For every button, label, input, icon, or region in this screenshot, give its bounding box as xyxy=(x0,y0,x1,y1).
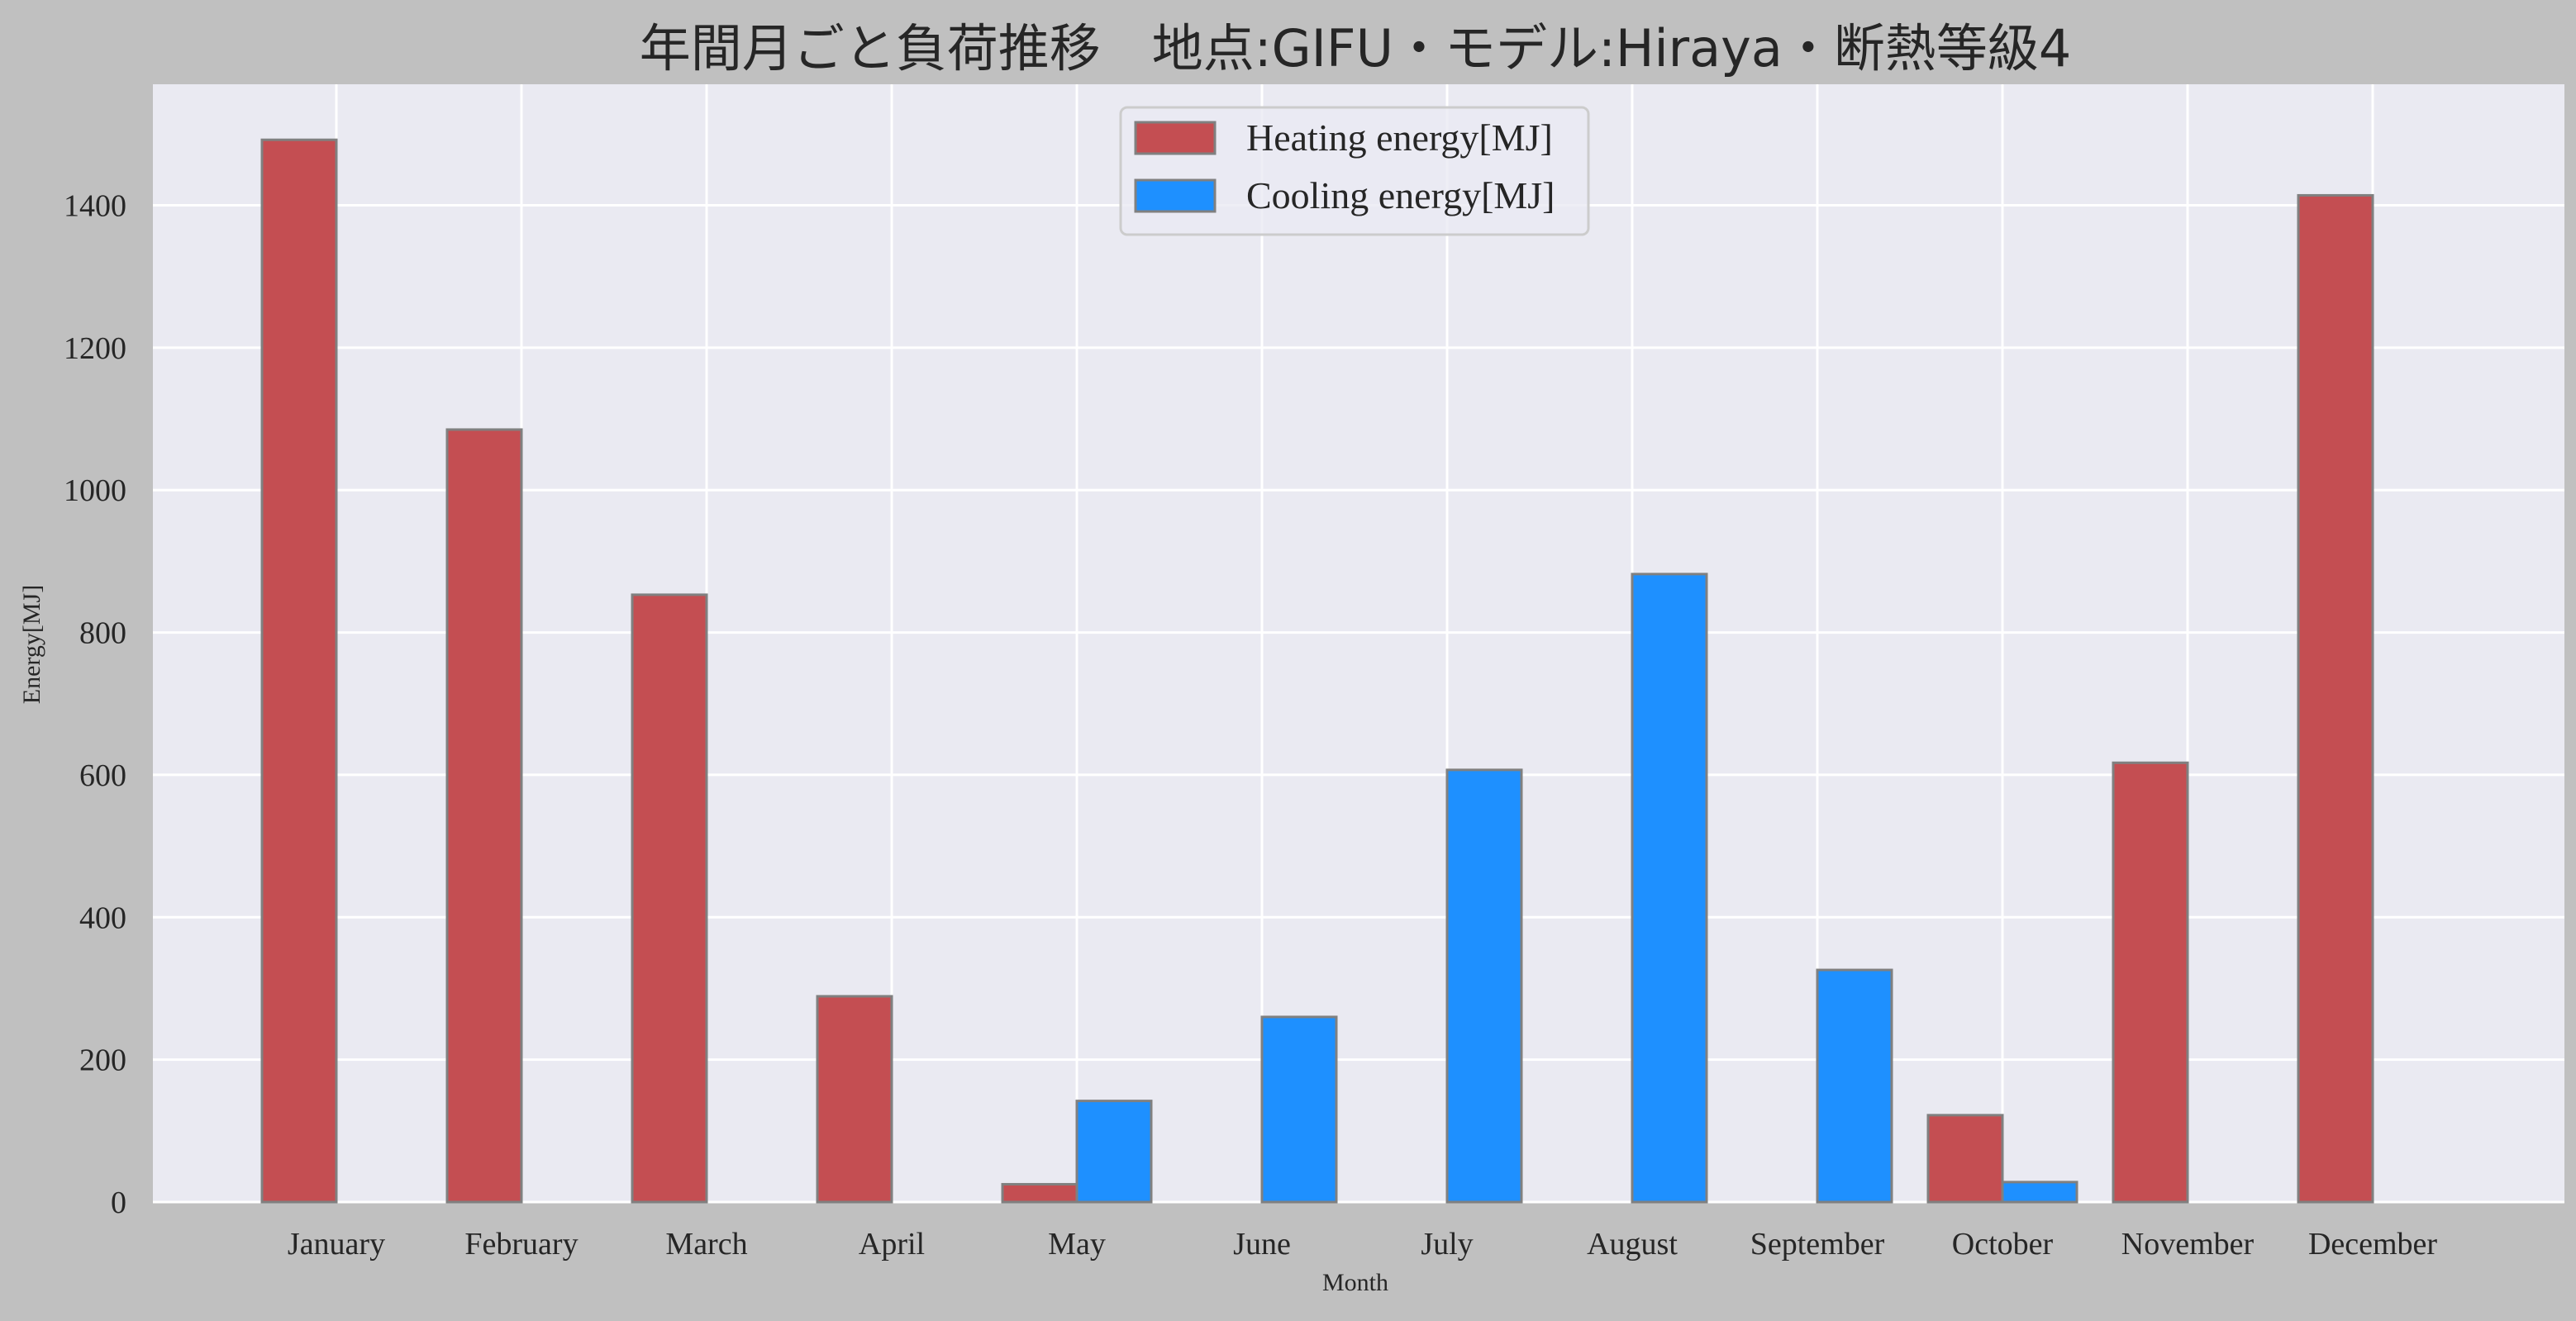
legend-swatch xyxy=(1134,121,1217,155)
cooling-bar-june xyxy=(1260,1015,1338,1204)
x-tick-label: September xyxy=(1750,1227,1885,1262)
heating-bar-february xyxy=(445,428,523,1204)
y-tick-label: 200 xyxy=(79,1043,126,1078)
y-tick-label: 400 xyxy=(79,900,126,935)
x-axis-label: Month xyxy=(1322,1269,1388,1296)
y-tick-label: 800 xyxy=(79,616,126,651)
x-tick-label: October xyxy=(1952,1227,2054,1262)
heating-bar-december xyxy=(2297,193,2374,1204)
x-tick-label: January xyxy=(288,1227,385,1262)
heating-bar-november xyxy=(2112,761,2189,1204)
bars xyxy=(260,138,2374,1204)
x-axis-ticks: January February March April May June July Augu… xyxy=(288,1227,2437,1262)
heating-bar-may xyxy=(1001,1182,1078,1204)
x-tick-label: June xyxy=(1233,1227,1291,1262)
y-tick-label: 1200 xyxy=(64,331,126,366)
x-tick-label: April xyxy=(859,1227,925,1262)
x-tick-label: March xyxy=(665,1227,747,1262)
y-tick-label: 0 xyxy=(111,1186,126,1220)
legend: Heating energy[MJ] Cooling energy[MJ] xyxy=(1119,106,1590,236)
cooling-bar-july xyxy=(1445,768,1523,1204)
x-tick-label: July xyxy=(1421,1227,1473,1262)
x-tick-label: August xyxy=(1587,1227,1678,1262)
heating-bar-april xyxy=(816,995,893,1204)
x-tick-label: November xyxy=(2121,1227,2255,1262)
heating-bar-october xyxy=(1926,1114,2004,1204)
y-axis-ticks: 0 200 400 600 800 1000 1200 1400 xyxy=(64,189,126,1220)
legend-swatch xyxy=(1134,178,1217,213)
heating-bar-january xyxy=(260,138,338,1204)
y-axis-label: Energy[MJ] xyxy=(18,585,45,704)
cooling-bar-october xyxy=(2001,1181,2078,1204)
x-tick-label: May xyxy=(1048,1227,1106,1262)
legend-label: Heating energy[MJ] xyxy=(1246,116,1553,159)
heating-bar-march xyxy=(631,593,708,1204)
legend-label: Cooling energy[MJ] xyxy=(1246,174,1555,216)
legend-frame xyxy=(1119,106,1590,236)
x-tick-label: December xyxy=(2308,1227,2437,1262)
chart-title: 年間月ごと負荷推移 地点:GIFU・モデル:Hiraya・断熱等級4 xyxy=(640,18,2072,78)
y-tick-label: 1000 xyxy=(64,473,126,508)
y-tick-label: 600 xyxy=(79,758,126,793)
cooling-bar-september xyxy=(1816,968,1893,1204)
x-tick-label: February xyxy=(464,1227,578,1262)
cooling-bar-may xyxy=(1075,1100,1153,1204)
y-tick-label: 1400 xyxy=(64,189,126,224)
cooling-bar-august xyxy=(1631,573,1708,1204)
